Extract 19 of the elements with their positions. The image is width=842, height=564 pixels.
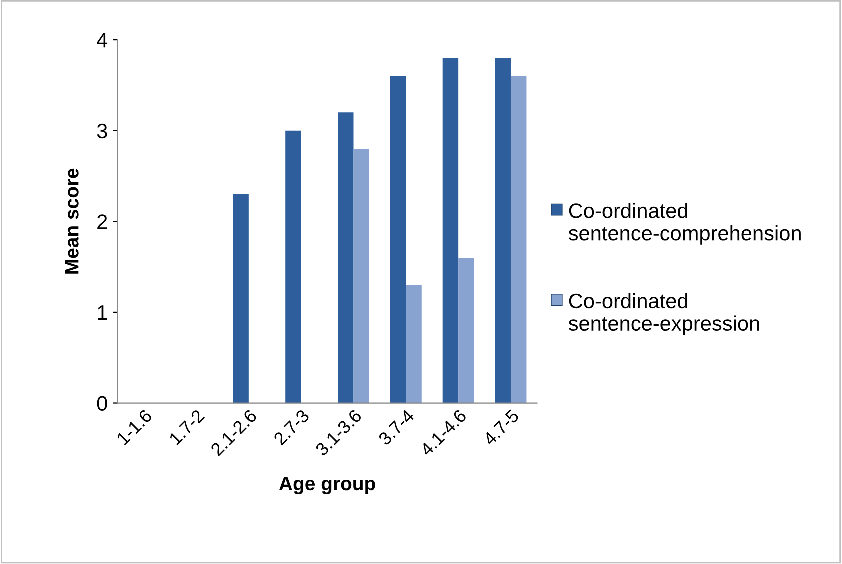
bar xyxy=(495,58,511,404)
bar xyxy=(442,58,459,404)
bar xyxy=(354,149,370,404)
bar xyxy=(233,194,249,404)
legend-label: Co-ordinated sentence-expression xyxy=(568,293,760,336)
y-tick-label: 3 xyxy=(97,124,108,139)
y-tick-label: 4 xyxy=(97,33,108,48)
bar xyxy=(390,76,406,404)
legend-label: Co-ordinated sentence-comprehension xyxy=(568,203,801,245)
bar xyxy=(338,112,354,404)
y-tick-label: 0 xyxy=(97,396,108,412)
y-tick-label: 2 xyxy=(98,214,108,230)
y-axis-title: Mean score xyxy=(65,168,79,274)
bar xyxy=(510,76,527,404)
bar xyxy=(286,130,302,404)
y-tick-label: 1 xyxy=(98,306,108,320)
x-axis-title: Age group xyxy=(279,477,376,495)
bar xyxy=(406,285,422,404)
bar xyxy=(458,258,474,404)
